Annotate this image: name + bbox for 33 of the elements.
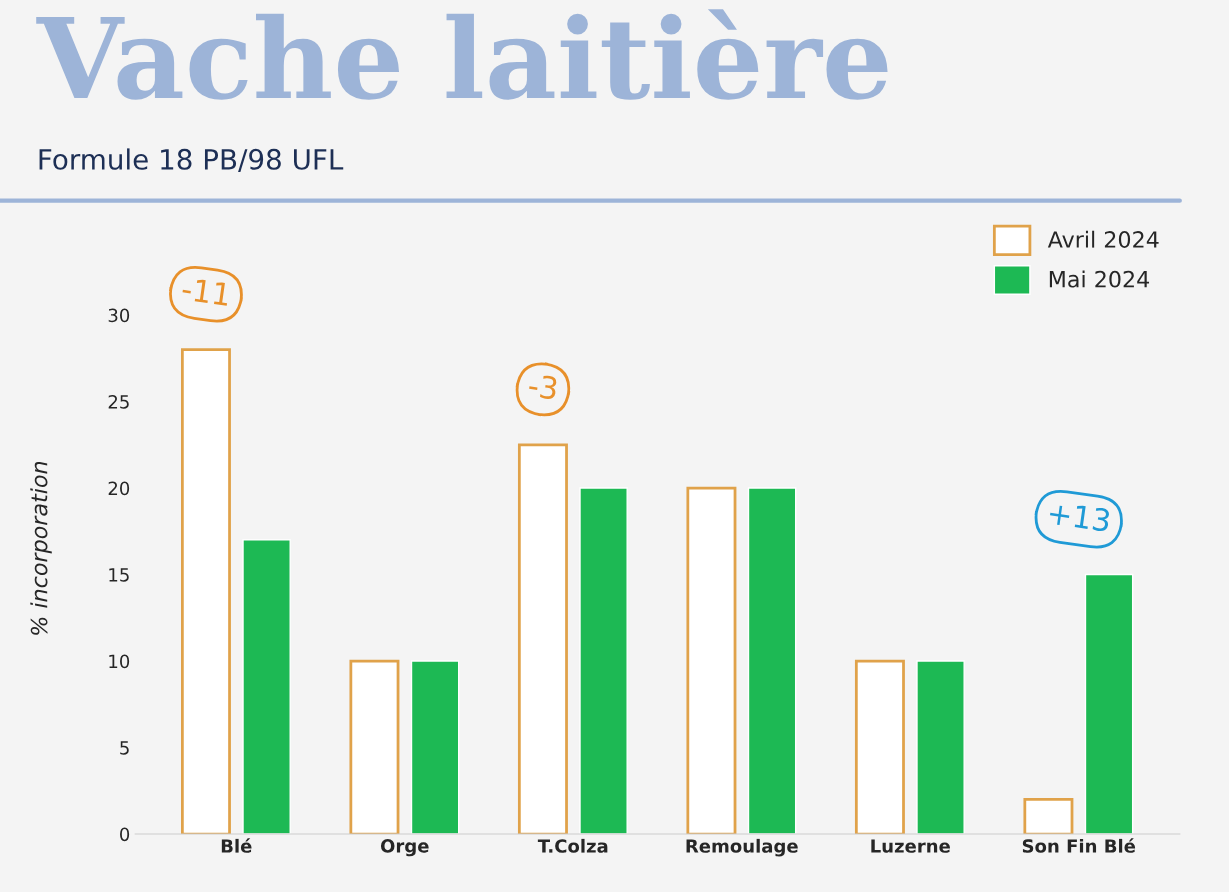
y-tick-label: 30 — [108, 308, 130, 323]
bar — [1023, 798, 1074, 835]
x-tick-label: Orge — [380, 839, 429, 857]
y-tick-label: 15 — [109, 568, 129, 582]
x-tick-label: Blé — [221, 838, 252, 853]
bar — [916, 660, 965, 835]
y-tick-label: 0 — [120, 827, 130, 842]
bar — [180, 348, 231, 835]
bar — [854, 659, 905, 835]
y-tick-label: 20 — [108, 481, 130, 496]
legend-label: Mai 2024 — [1049, 270, 1150, 288]
bar — [517, 443, 568, 835]
annotation: -11 — [181, 277, 230, 306]
chart-title: Vache laitière — [36, 9, 888, 100]
x-tick-label: Luzerne — [871, 839, 950, 853]
bar — [579, 487, 628, 835]
x-tick-label: Remoulage — [686, 838, 798, 857]
bar — [1084, 573, 1134, 835]
bar — [242, 539, 291, 835]
annotation: -3 — [528, 373, 558, 400]
bar — [410, 660, 460, 835]
annotation: +13 — [1048, 501, 1111, 533]
bar — [349, 659, 400, 835]
x-tick-label: Son Fin Blé — [1022, 838, 1136, 853]
x-tick-label: T.Colza — [537, 838, 608, 853]
bar — [686, 486, 737, 835]
bar — [747, 487, 797, 835]
y-axis-title: % incorporation — [30, 461, 52, 635]
chart-subtitle: Formule 18 PB/98 UFL — [39, 148, 344, 173]
y-tick-label: 5 — [120, 741, 129, 755]
y-tick-label: 25 — [108, 394, 129, 409]
legend-label: Avril 2024 — [1047, 230, 1159, 248]
y-tick-label: 10 — [109, 654, 130, 669]
